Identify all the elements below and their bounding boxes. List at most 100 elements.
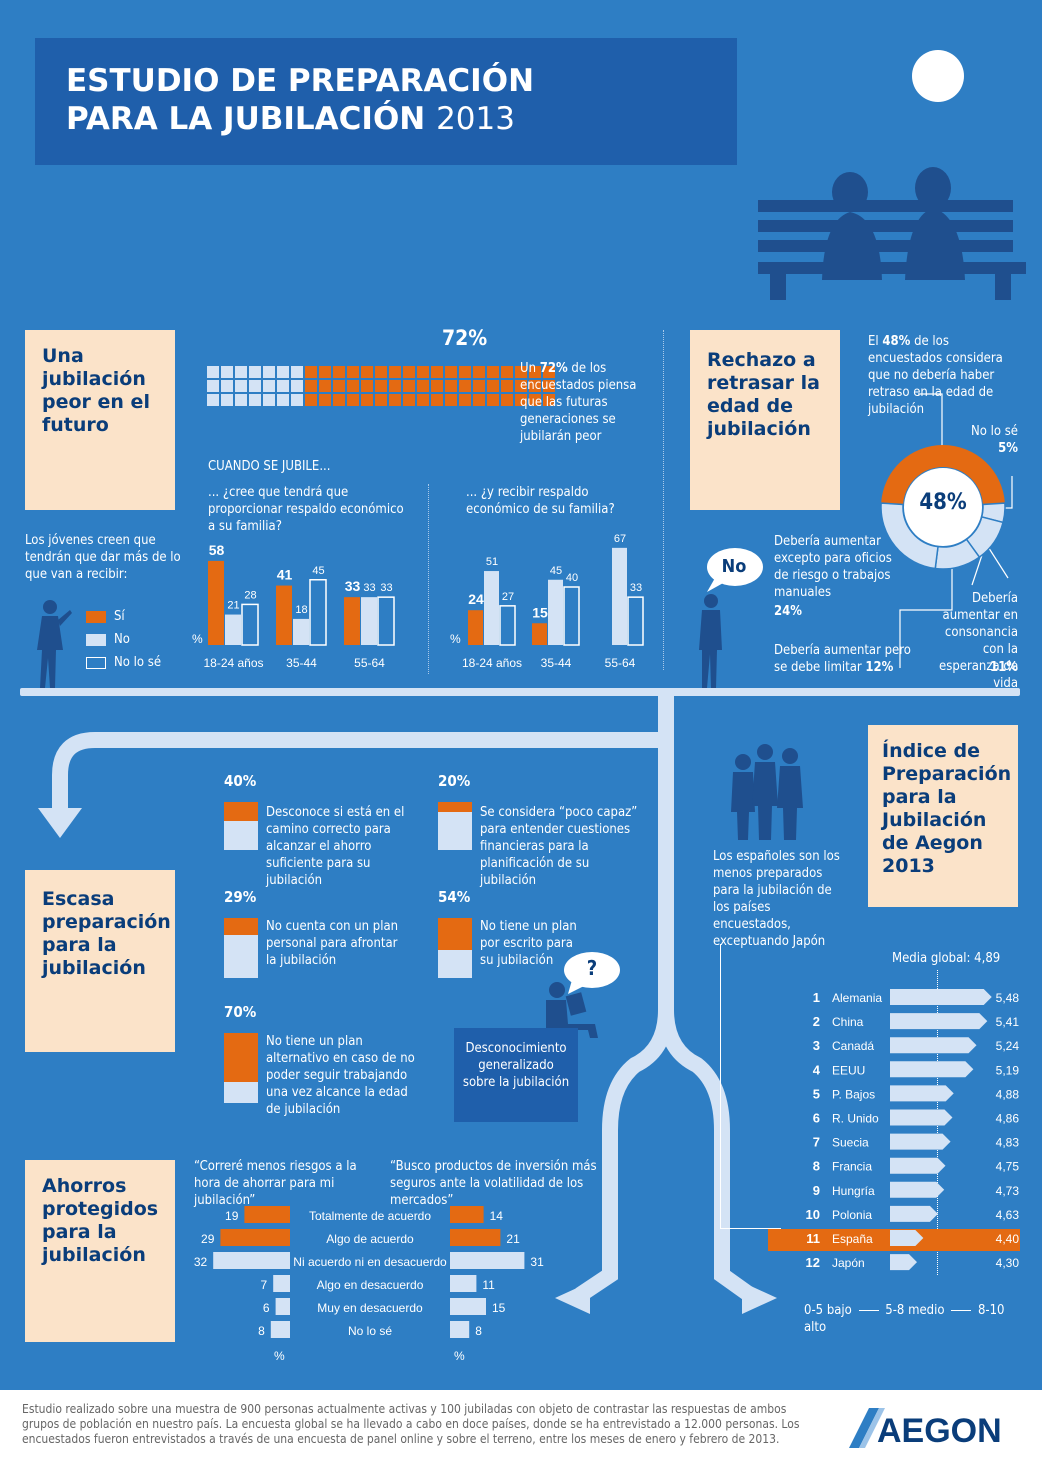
donut-chart [880, 445, 1006, 570]
waffle-cell [361, 366, 373, 378]
ranking-bar [890, 1181, 945, 1198]
country-label: Alemania [832, 991, 882, 1005]
waffle-cell [515, 380, 527, 392]
category-label: 35-44 [541, 656, 572, 670]
country-label: Francia [832, 1160, 872, 1174]
question-bubble-icon [564, 952, 620, 994]
bar-value-label: 45 [312, 565, 324, 577]
sec1-heading: Una jubilación peor en el futuro [42, 345, 150, 436]
donut-slice [881, 445, 1005, 505]
waffle-cell [235, 366, 247, 378]
desconocimiento-box [454, 1028, 578, 1122]
ranking-bar [890, 1157, 946, 1174]
stat-pct-3: 29% [224, 888, 257, 906]
ranking-bar [890, 1133, 951, 1150]
stat-fill-2 [438, 802, 472, 812]
waffle-cell [277, 380, 289, 392]
bar-2 [563, 586, 580, 646]
stat-fill-3 [224, 918, 258, 936]
waffle-cell [319, 366, 331, 378]
chart-recibir: % 24 51 27 18-24 años 15 45 40 35-44 67 33 55-64 [450, 533, 644, 670]
country-label: Polonia [832, 1208, 872, 1222]
category-label: 35-44 [286, 656, 317, 670]
waffle-cell [473, 366, 485, 378]
rank-number: 9 [813, 1183, 820, 1198]
waffle-cell [389, 380, 401, 392]
sec1-panel [25, 330, 175, 510]
savings-value-right: 15 [492, 1301, 506, 1315]
category-label: 55-64 [354, 656, 385, 670]
savings-bar-left [270, 1321, 290, 1338]
limitar-label: Debería aumentar pero se debe limitar 12… [774, 642, 914, 676]
waffle-cell [333, 394, 345, 406]
waffle-cell [431, 380, 443, 392]
index-value: 5,41 [996, 1015, 1020, 1029]
waffle-cell [529, 366, 541, 378]
stat-pct-2: 20% [438, 772, 471, 790]
bar-1 [225, 614, 241, 645]
bar-2 [499, 605, 516, 646]
bar-1 [361, 597, 377, 645]
legend-nolose-swatch [86, 657, 106, 669]
rank-number: 2 [813, 1014, 820, 1029]
waffle-cell [417, 380, 429, 392]
waffle-cell [207, 394, 219, 406]
index-value: 4,86 [996, 1112, 1020, 1126]
pct-unit: % [192, 632, 203, 646]
scale-dash-1 [858, 1310, 879, 1311]
sec2-top-pre: El [868, 334, 883, 349]
divider-1 [20, 688, 1020, 696]
waffle-cell [515, 394, 527, 406]
bar-1 [612, 547, 627, 645]
savings-category: Muy en desacuerdo [317, 1301, 423, 1315]
savings-category: Totalmente de acuerdo [309, 1209, 431, 1223]
savings-bar-right [450, 1252, 525, 1269]
waffle-cell [375, 366, 387, 378]
savings-bar-right [450, 1275, 477, 1292]
index-value: 5,48 [996, 991, 1020, 1005]
chart1-title: ... ¿cree que tendrá que proporcionar re… [208, 485, 404, 534]
rank-number: 4 [813, 1062, 821, 1077]
savings-bar-left [275, 1298, 290, 1315]
sec1-desc-pre: Un [520, 361, 540, 376]
savings-chart: 19 14 Totalmente de acuerdo 29 21 Algo de acu… [194, 1206, 544, 1363]
waffle-cell [235, 380, 247, 392]
savings-value-left: 32 [194, 1255, 208, 1269]
bar-value-label: 33 [380, 582, 392, 594]
esperanza-label: Debería aumentar en consonancia con la e… [939, 591, 1018, 691]
ranking-bar [890, 1013, 988, 1030]
waffle-cell [543, 380, 555, 392]
rank-number: 7 [813, 1135, 820, 1150]
esperanza-pct: 11% [990, 660, 1018, 675]
waffle-cell [347, 394, 359, 406]
savings-category: Algo de acuerdo [326, 1232, 414, 1246]
ranking-bar [890, 989, 992, 1005]
footer: Estudio realizado sobre una muestra de 9… [0, 1390, 1042, 1468]
nolose-label: No lo sé [970, 424, 1018, 439]
no-bubble-text: No [721, 556, 747, 577]
aegon-logo: AEGON [849, 1408, 1002, 1450]
sec2-top-bold: 48% [882, 334, 911, 349]
waffle-cell [473, 380, 485, 392]
stat-bar-2 [438, 802, 472, 850]
nolose-pct: 5% [998, 441, 1018, 456]
chart2-title: ... ¿y recibir respaldo económico de su … [466, 485, 615, 517]
bar-2 [627, 596, 644, 646]
country-label: EEUU [832, 1063, 865, 1077]
legend-si-swatch [86, 611, 106, 623]
bar-value-label: 28 [244, 589, 256, 601]
rank-number: 3 [813, 1038, 820, 1053]
savings-value-left: 6 [263, 1301, 270, 1315]
legend-nolose: No lo sé [114, 655, 162, 670]
rank-number: 5 [813, 1086, 820, 1101]
savings-value-left: 8 [258, 1324, 265, 1338]
stat-pct-1: 40% [224, 772, 257, 790]
legend-si: Sí [114, 609, 125, 624]
waffle-cell [529, 394, 541, 406]
index-value: 4,40 [996, 1232, 1020, 1246]
waffle-cell [305, 394, 317, 406]
bar-value-label: 40 [566, 572, 578, 584]
sec2-heading: Rechazo a retrasar la edad de jubilación [707, 349, 820, 440]
question-mark: ? [586, 956, 598, 980]
spain-text: Los españoles son los menos preparados p… [713, 849, 840, 949]
